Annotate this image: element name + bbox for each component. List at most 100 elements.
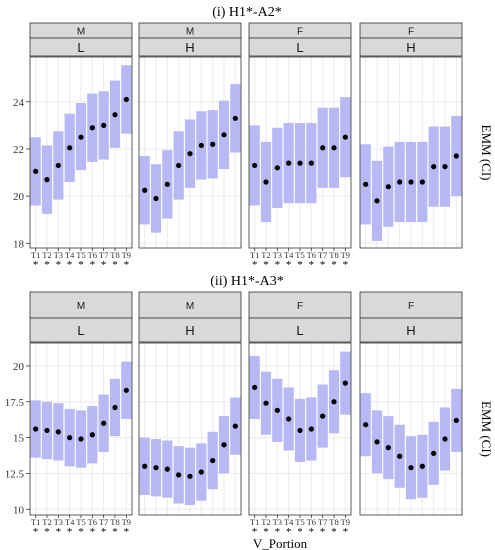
- emm-point: [89, 125, 95, 131]
- significance-star: *: [44, 526, 50, 538]
- x-tick-label: T8: [329, 250, 338, 260]
- x-tick-label: T4: [284, 517, 294, 527]
- facet-strip-bottom-label: H: [406, 323, 415, 338]
- significance-star: *: [56, 526, 62, 538]
- facet-strip-top-label: M: [186, 27, 194, 38]
- emm-point: [142, 187, 148, 193]
- y-tick-label: 17.5: [5, 397, 25, 409]
- significance-star: *: [124, 526, 130, 538]
- y-tick-label: 10: [13, 504, 25, 516]
- y-axis-title: EMM (CI): [479, 401, 494, 457]
- emm-point: [320, 145, 326, 151]
- emm-point: [187, 151, 193, 157]
- significance-star: *: [286, 526, 292, 538]
- facet-strip-bottom: [248, 37, 352, 57]
- x-tick-label: T7: [318, 250, 327, 260]
- significance-star: *: [90, 526, 96, 538]
- emm-point: [308, 160, 314, 166]
- emm-point: [33, 426, 39, 432]
- facet-strip-top-label: F: [297, 27, 303, 38]
- y-tick-label: 12.5: [5, 468, 25, 480]
- x-tick-label: T9: [341, 250, 350, 260]
- facet-strip-bottom: [359, 37, 463, 57]
- emm-point: [385, 445, 391, 451]
- x-tick-label: T9: [122, 517, 131, 527]
- significance-star: *: [275, 259, 281, 271]
- chart-title: (i) H1*-A2*: [212, 5, 282, 20]
- significance-star: *: [33, 259, 39, 271]
- emm-point: [397, 179, 403, 185]
- emm-point: [55, 429, 61, 435]
- facet-strip-top-label: M: [186, 301, 194, 312]
- facet-strip-top: [138, 291, 242, 319]
- facet-strip-bottom: [138, 317, 242, 343]
- emm-point: [153, 195, 159, 202]
- emm-point: [419, 463, 425, 469]
- emm-point: [176, 472, 182, 478]
- emm-point: [44, 177, 50, 183]
- emm-point: [374, 439, 380, 445]
- significance-star: *: [124, 259, 130, 271]
- significance-star: *: [331, 259, 337, 271]
- emm-point: [408, 179, 414, 185]
- significance-star: *: [44, 259, 50, 271]
- panel-border: [359, 342, 463, 516]
- x-tick-label: T8: [110, 517, 119, 527]
- x-tick-label: T6: [307, 250, 316, 260]
- significance-star: *: [112, 259, 118, 271]
- emm-point: [408, 465, 414, 471]
- significance-star: *: [101, 259, 107, 271]
- emm-point: [210, 141, 216, 147]
- x-tick-label: T8: [110, 250, 119, 260]
- significance-star: *: [343, 526, 349, 538]
- emm-point: [232, 115, 238, 121]
- x-tick-label: T5: [295, 250, 304, 260]
- facet-strip-top: [248, 291, 352, 319]
- emm-point: [453, 153, 459, 159]
- x-tick-label: T6: [88, 517, 97, 527]
- x-tick-label: T1: [250, 250, 259, 260]
- emm-point: [374, 198, 380, 204]
- x-tick-label: T2: [261, 250, 270, 260]
- significance-star: *: [90, 259, 96, 271]
- emm-point: [442, 436, 448, 442]
- emm-point: [297, 160, 303, 166]
- x-axis-title: V_Portion: [253, 536, 308, 550]
- emm-point: [263, 400, 269, 406]
- significance-star: *: [297, 259, 303, 271]
- emm-point: [431, 450, 437, 456]
- significance-star: *: [320, 259, 326, 271]
- emm-point: [198, 142, 204, 149]
- x-tick-label: T1: [31, 250, 40, 260]
- emm-point: [123, 387, 129, 393]
- emm-point: [320, 413, 326, 419]
- significance-star: *: [112, 526, 118, 538]
- emm-point: [431, 164, 437, 170]
- x-tick-label: T5: [76, 517, 85, 527]
- facet-strip-bottom-label: L: [296, 323, 303, 338]
- significance-star: *: [275, 526, 281, 538]
- facet-strip-bottom-label: H: [185, 40, 194, 55]
- facet-strip-bottom: [359, 317, 463, 343]
- x-tick-label: T1: [250, 517, 259, 527]
- emm-point: [286, 416, 292, 422]
- emm-point: [123, 96, 129, 103]
- significance-star: *: [56, 259, 62, 271]
- emm-point: [397, 453, 403, 459]
- significance-star: *: [263, 259, 269, 271]
- emm-point: [89, 432, 95, 438]
- x-tick-label: T3: [54, 250, 63, 260]
- significance-star: *: [252, 526, 258, 538]
- y-tick-label: 24: [13, 97, 25, 109]
- facet-strip-bottom-label: H: [185, 323, 194, 338]
- facet-strip-bottom: [29, 317, 133, 343]
- emm-point: [153, 465, 159, 471]
- emm-point: [112, 404, 118, 411]
- facet-strip-bottom: [248, 317, 352, 343]
- emm-point: [419, 179, 425, 185]
- facet-strip-top: [29, 291, 133, 319]
- x-tick-label: T5: [76, 250, 85, 260]
- y-tick-label: 20: [13, 361, 25, 373]
- emm-point: [67, 435, 73, 441]
